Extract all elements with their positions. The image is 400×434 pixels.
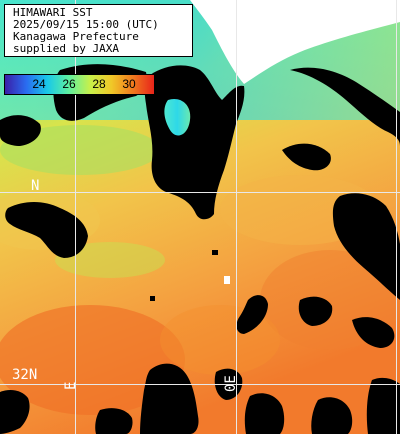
colorbar-tick-label: 26	[62, 77, 76, 91]
colorbar-tick-label: 28	[92, 77, 106, 91]
land-mass	[140, 363, 199, 434]
land-no-data-area	[190, 0, 400, 84]
product-info-box: HIMAWARI SST 2025/09/15 15:00 (UTC) Kana…	[4, 4, 193, 57]
temperature-colorbar: 24 26 28 30	[4, 74, 155, 95]
land-mass	[244, 393, 285, 434]
colorbar-tick-label: 24	[32, 77, 46, 91]
white-patch	[229, 36, 249, 59]
island	[212, 250, 218, 255]
land-mass	[298, 296, 333, 326]
land-mass	[366, 377, 400, 434]
island	[150, 296, 155, 301]
longitude-label-left: E	[63, 381, 79, 390]
land-mass	[0, 390, 30, 434]
land-mass	[236, 295, 268, 334]
cool-patch	[55, 242, 165, 278]
land-mass	[352, 317, 395, 348]
data-provider: supplied by JAXA	[13, 42, 119, 55]
observation-time: 2025/09/15 15:00 (UTC)	[13, 18, 159, 31]
longitude-label-right: 0E	[223, 375, 239, 392]
land-mass	[290, 67, 400, 146]
region-name: Kanagawa Prefecture	[13, 30, 139, 43]
land-mass	[5, 202, 88, 258]
land-mass	[0, 115, 41, 146]
island	[224, 276, 230, 284]
land-mass	[282, 143, 331, 171]
warm-patch	[0, 305, 185, 415]
colorbar-gradient	[5, 75, 154, 94]
land-mass	[164, 98, 191, 136]
cool-patch	[0, 125, 160, 175]
land-mass	[332, 193, 400, 300]
product-title: HIMAWARI SST	[13, 6, 93, 19]
land-mass	[95, 408, 133, 434]
latitude-label-lower: 32N	[12, 367, 38, 383]
latitude-label-upper: N	[31, 178, 40, 194]
colorbar-tick-label: 30	[122, 77, 136, 91]
land-mass	[311, 397, 353, 434]
